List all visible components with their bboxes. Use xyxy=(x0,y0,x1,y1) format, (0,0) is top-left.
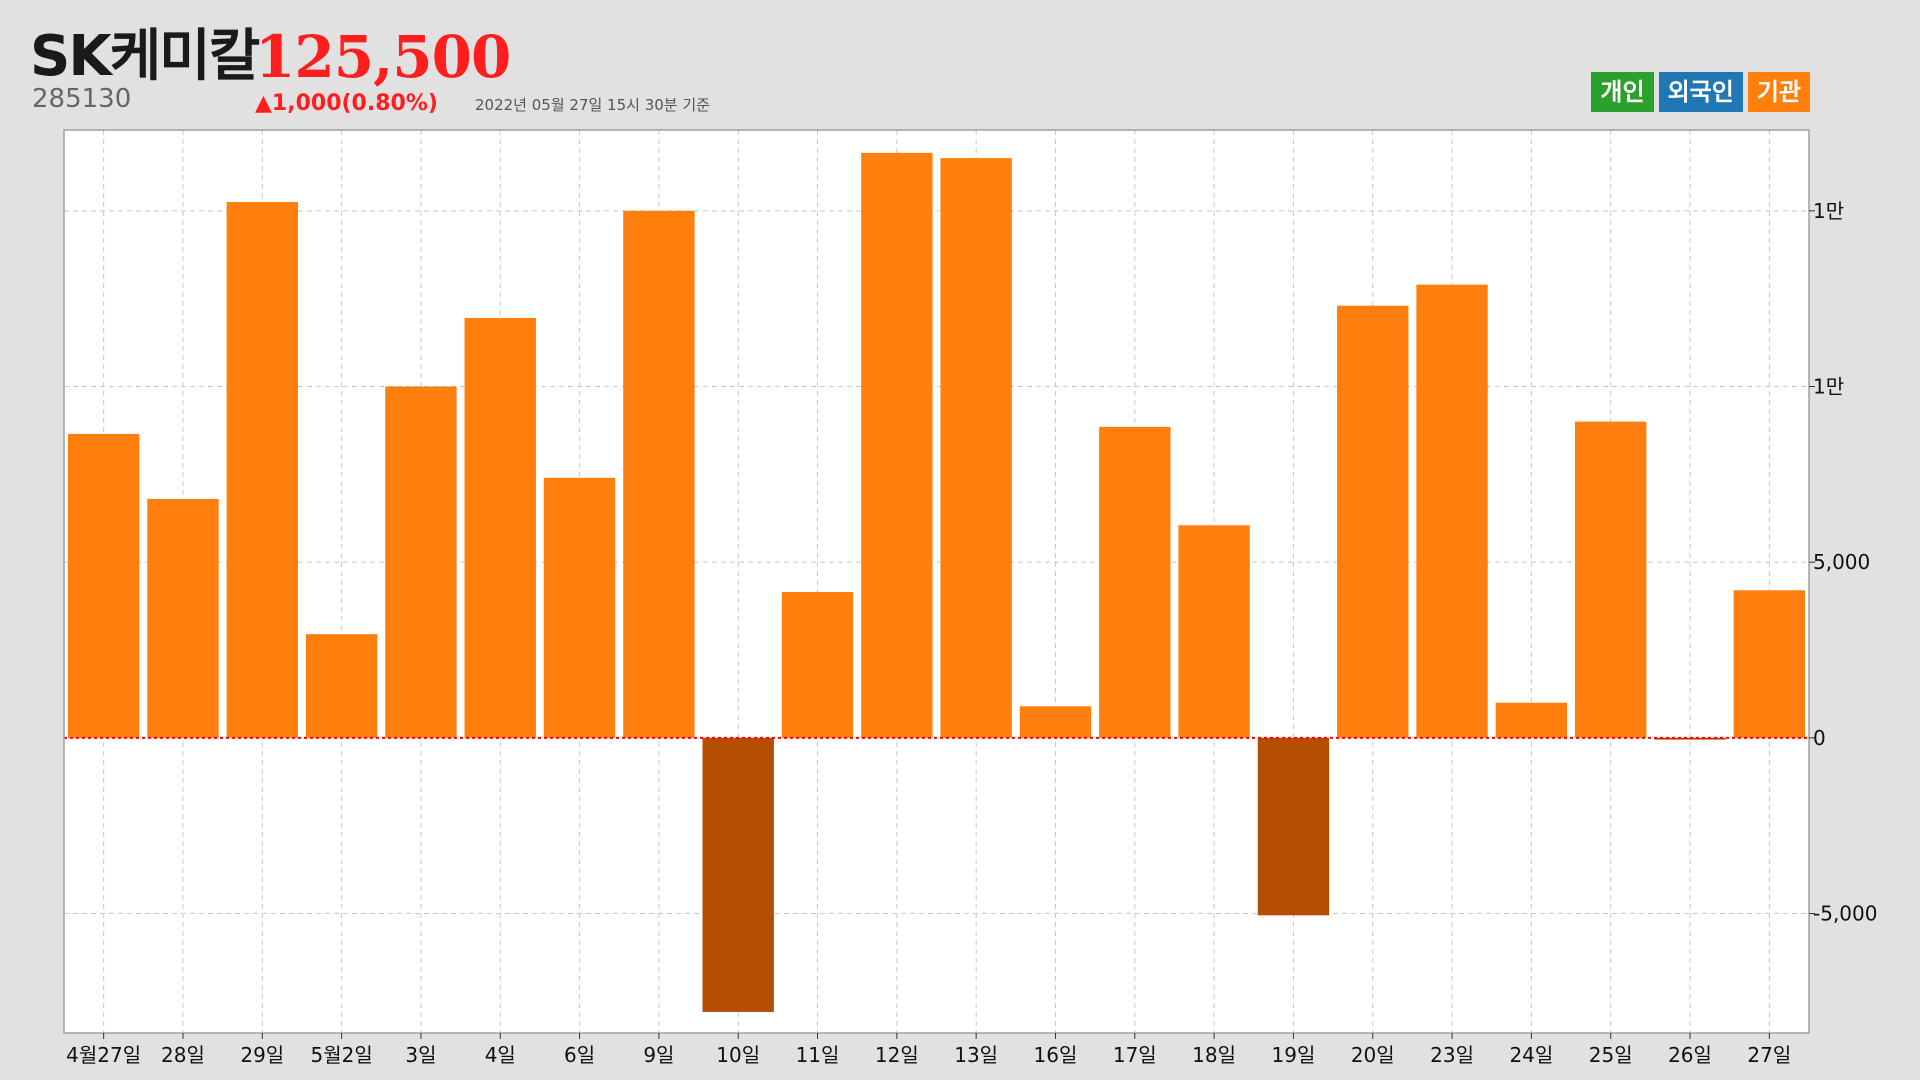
bar-4일 xyxy=(464,317,536,738)
bar-16일 xyxy=(1019,706,1092,738)
x-tick-label: 28일 xyxy=(161,1043,205,1067)
x-tick-label: 10일 xyxy=(716,1043,760,1067)
bar-23일 xyxy=(1416,284,1488,738)
x-tick-label: 20일 xyxy=(1351,1043,1395,1067)
y-tick-label: 0 xyxy=(1813,726,1826,750)
x-tick-label: 11일 xyxy=(796,1043,840,1067)
plot-frame xyxy=(63,129,1810,1034)
x-tick-label: 13일 xyxy=(954,1043,998,1067)
bar-28일 xyxy=(147,498,219,738)
bar-12일 xyxy=(861,152,933,738)
y-tick-label: 5,000 xyxy=(1813,550,1870,574)
x-tick-label: 5월2일 xyxy=(310,1043,372,1067)
x-tick-label: 24일 xyxy=(1509,1043,1553,1067)
stock-name: SK케미칼 xyxy=(30,24,260,89)
bar-6일 xyxy=(543,477,616,738)
stock-header: SK케미칼 125,500 285130 ▲1,000(0.80%) 2022년… xyxy=(30,22,1890,122)
bar-13일 xyxy=(940,158,1012,738)
y-tick-label: 1만 xyxy=(1813,374,1844,398)
x-tick-label: 23일 xyxy=(1430,1043,1474,1067)
x-tick-label: 16일 xyxy=(1034,1043,1078,1067)
x-tick-label: 9일 xyxy=(643,1043,674,1067)
y-tick-label: 1만 xyxy=(1813,199,1844,223)
x-tick-label: 29일 xyxy=(240,1043,284,1067)
bar-9일 xyxy=(623,210,695,738)
stock-price: 125,500 xyxy=(255,23,511,91)
bar-3일 xyxy=(385,386,457,738)
x-tick-label: 19일 xyxy=(1272,1043,1316,1067)
bar-4월27일 xyxy=(67,433,140,738)
legend-institution-button[interactable]: 기관 xyxy=(1747,72,1810,112)
x-tick-label: 18일 xyxy=(1192,1043,1236,1067)
x-tick-label: 12일 xyxy=(875,1043,919,1067)
stock-code: 285130 xyxy=(32,84,132,114)
timestamp: 2022년 05월 27일 15시 30분 기준 xyxy=(475,96,710,114)
legend-individual-button[interactable]: 개인 xyxy=(1591,72,1654,112)
bar-20일 xyxy=(1337,305,1409,738)
bar-5월2일 xyxy=(305,634,378,738)
bar-10일 xyxy=(702,737,774,1012)
x-tick-label: 4월27일 xyxy=(66,1043,141,1067)
x-tick-label: 3일 xyxy=(405,1043,436,1067)
bar-18일 xyxy=(1178,525,1250,738)
x-tick-label: 26일 xyxy=(1668,1043,1712,1067)
y-tick-label: -5,000 xyxy=(1813,902,1877,926)
x-tick-label: 17일 xyxy=(1113,1043,1157,1067)
bar-11일 xyxy=(781,592,854,738)
investor-legend: 개인 외국인 기관 xyxy=(1591,72,1810,112)
bar-19일 xyxy=(1257,737,1330,916)
x-tick-label: 27일 xyxy=(1747,1043,1791,1067)
bar-27일 xyxy=(1733,590,1806,738)
legend-foreign-button[interactable]: 외국인 xyxy=(1658,72,1743,112)
x-tick-label: 4일 xyxy=(485,1043,516,1067)
bar-17일 xyxy=(1099,426,1171,738)
bar-24일 xyxy=(1495,702,1568,738)
x-tick-label: 25일 xyxy=(1589,1043,1633,1067)
bar-29일 xyxy=(226,202,298,738)
x-tick-label: 6일 xyxy=(564,1043,595,1067)
plot-area xyxy=(64,130,1809,1033)
price-change: ▲1,000(0.80%) xyxy=(255,91,438,116)
bar-25일 xyxy=(1575,421,1647,738)
